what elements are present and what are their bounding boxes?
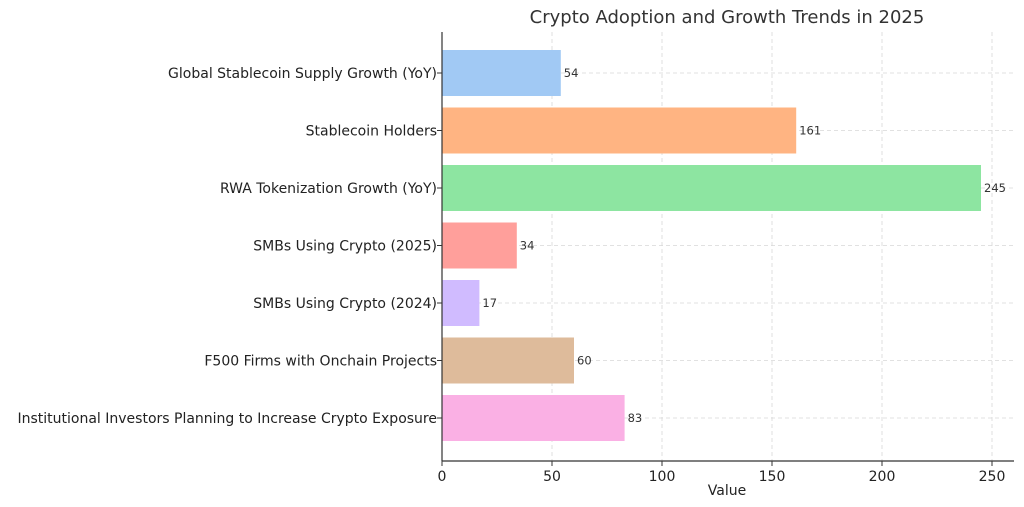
bar-value-label: 34 bbox=[520, 239, 535, 253]
category-label: RWA Tokenization Growth (YoY) bbox=[220, 181, 437, 197]
bar-value-label: 54 bbox=[564, 66, 579, 80]
category-label: F500 Firms with Onchain Projects bbox=[204, 354, 437, 370]
bar bbox=[442, 50, 561, 96]
axes: 0 50 100 150 200 250 Global Stablecoin Supply … bbox=[17, 32, 1014, 485]
chart-title: Crypto Adoption and Growth Trends in 202… bbox=[530, 7, 925, 28]
bar-value-label: 245 bbox=[984, 181, 1006, 195]
x-tick-label: 100 bbox=[649, 469, 676, 485]
bar-value-label: 83 bbox=[628, 411, 643, 425]
x-axis-label: Value bbox=[708, 483, 746, 499]
bar bbox=[442, 280, 480, 326]
bars: 54 161 245 34 17 60 83 bbox=[442, 50, 1006, 441]
bar bbox=[442, 337, 574, 384]
x-tick-label: 50 bbox=[543, 469, 561, 485]
bar bbox=[442, 107, 797, 154]
bar bbox=[442, 395, 625, 441]
category-label: Institutional Investors Planning to Incr… bbox=[17, 411, 437, 427]
x-tick-label: 250 bbox=[979, 469, 1006, 485]
bar-value-label: 17 bbox=[482, 296, 497, 310]
grid bbox=[441, 32, 1014, 461]
x-tick-label: 150 bbox=[759, 469, 786, 485]
category-label: Global Stablecoin Supply Growth (YoY) bbox=[168, 66, 437, 82]
bar-value-label: 60 bbox=[577, 354, 592, 368]
category-label: SMBs Using Crypto (2024) bbox=[253, 296, 437, 312]
bar-value-label: 161 bbox=[799, 124, 821, 138]
x-tick-label: 0 bbox=[438, 469, 447, 485]
bar bbox=[442, 165, 981, 211]
category-label: Stablecoin Holders bbox=[306, 124, 437, 140]
category-label: SMBs Using Crypto (2025) bbox=[253, 239, 437, 255]
x-tick-label: 200 bbox=[869, 469, 896, 485]
bar bbox=[442, 222, 517, 269]
